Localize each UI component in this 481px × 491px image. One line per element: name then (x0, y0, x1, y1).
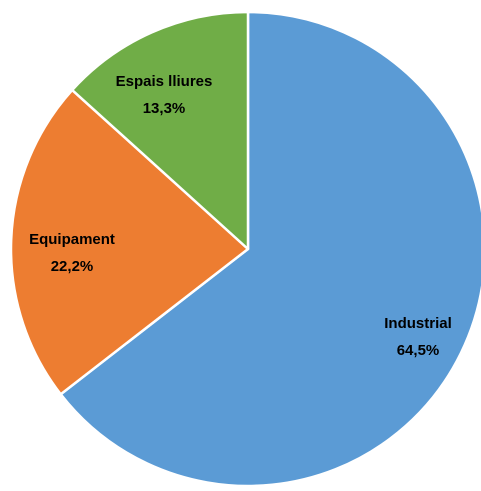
pie-slice-industrial (59, 10, 481, 488)
labels-layer: Industrial 64,5% Equipament 22,2% Espais lli… (29, 73, 452, 359)
pie-slice-equipament (9, 88, 250, 396)
slice-value-industrial: 64,5% (397, 342, 440, 359)
slice-value-equipament: 22,2% (51, 258, 94, 275)
slices-layer (9, 10, 481, 488)
slice-label-equipament: Equipament (29, 231, 115, 248)
slice-label-espais-lliures: Espais lliures (116, 73, 213, 90)
slice-value-espais-lliures: 13,3% (143, 100, 186, 117)
slice-label-industrial: Industrial (384, 315, 452, 332)
pie-slice-espais-lliures (70, 10, 250, 251)
